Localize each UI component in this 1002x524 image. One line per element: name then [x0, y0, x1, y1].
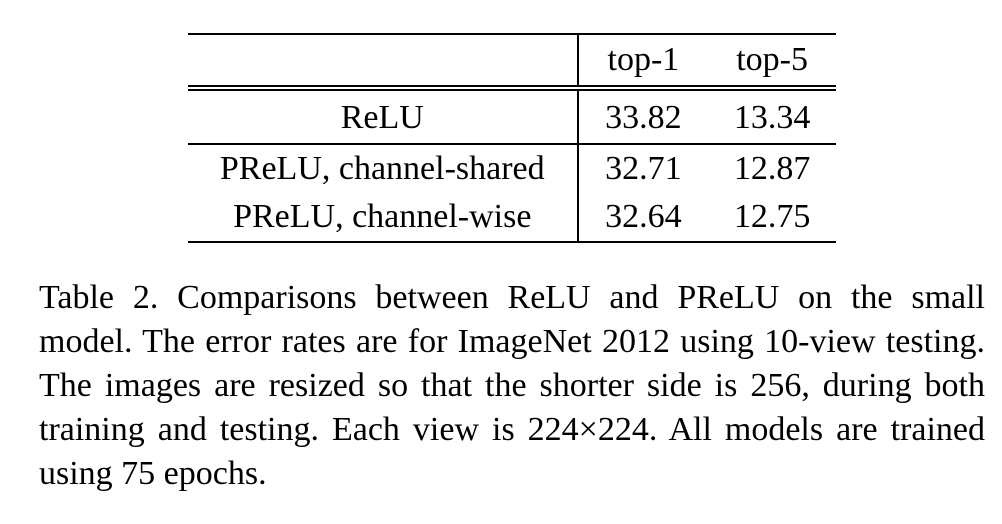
row-top1: 33.82	[605, 99, 682, 136]
table-caption: Table 2. Comparisons between ReLU and PR…	[39, 279, 985, 492]
row-top5: 12.87	[708, 143, 836, 193]
row-top5-best: 12.75	[708, 193, 836, 243]
table-row: ReLU 33.82 13.34	[188, 88, 836, 144]
table-row: PReLU, channel-wise 32.64 12.75	[188, 193, 836, 243]
row-top1: 32.71	[577, 143, 709, 193]
row-method: PReLU, channel-shared	[188, 143, 579, 193]
results-table-container: top-1 top-5 ReLU 33.82 13.34 PReLU, chan…	[188, 33, 836, 243]
row-method: ReLU	[188, 88, 579, 144]
header-top5: top-5	[708, 33, 836, 88]
header-top1: top-1	[577, 33, 709, 88]
row-top5: 13.34	[733, 99, 811, 136]
row-top1-best: 32.64	[577, 193, 709, 243]
results-table: top-1 top-5 ReLU 33.82 13.34 PReLU, chan…	[188, 33, 836, 243]
row-method: PReLU, channel-wise	[188, 193, 579, 243]
table-header-row: top-1 top-5	[188, 33, 836, 88]
table-row: PReLU, channel-shared 32.71 12.87	[188, 143, 836, 193]
header-method	[188, 33, 579, 88]
